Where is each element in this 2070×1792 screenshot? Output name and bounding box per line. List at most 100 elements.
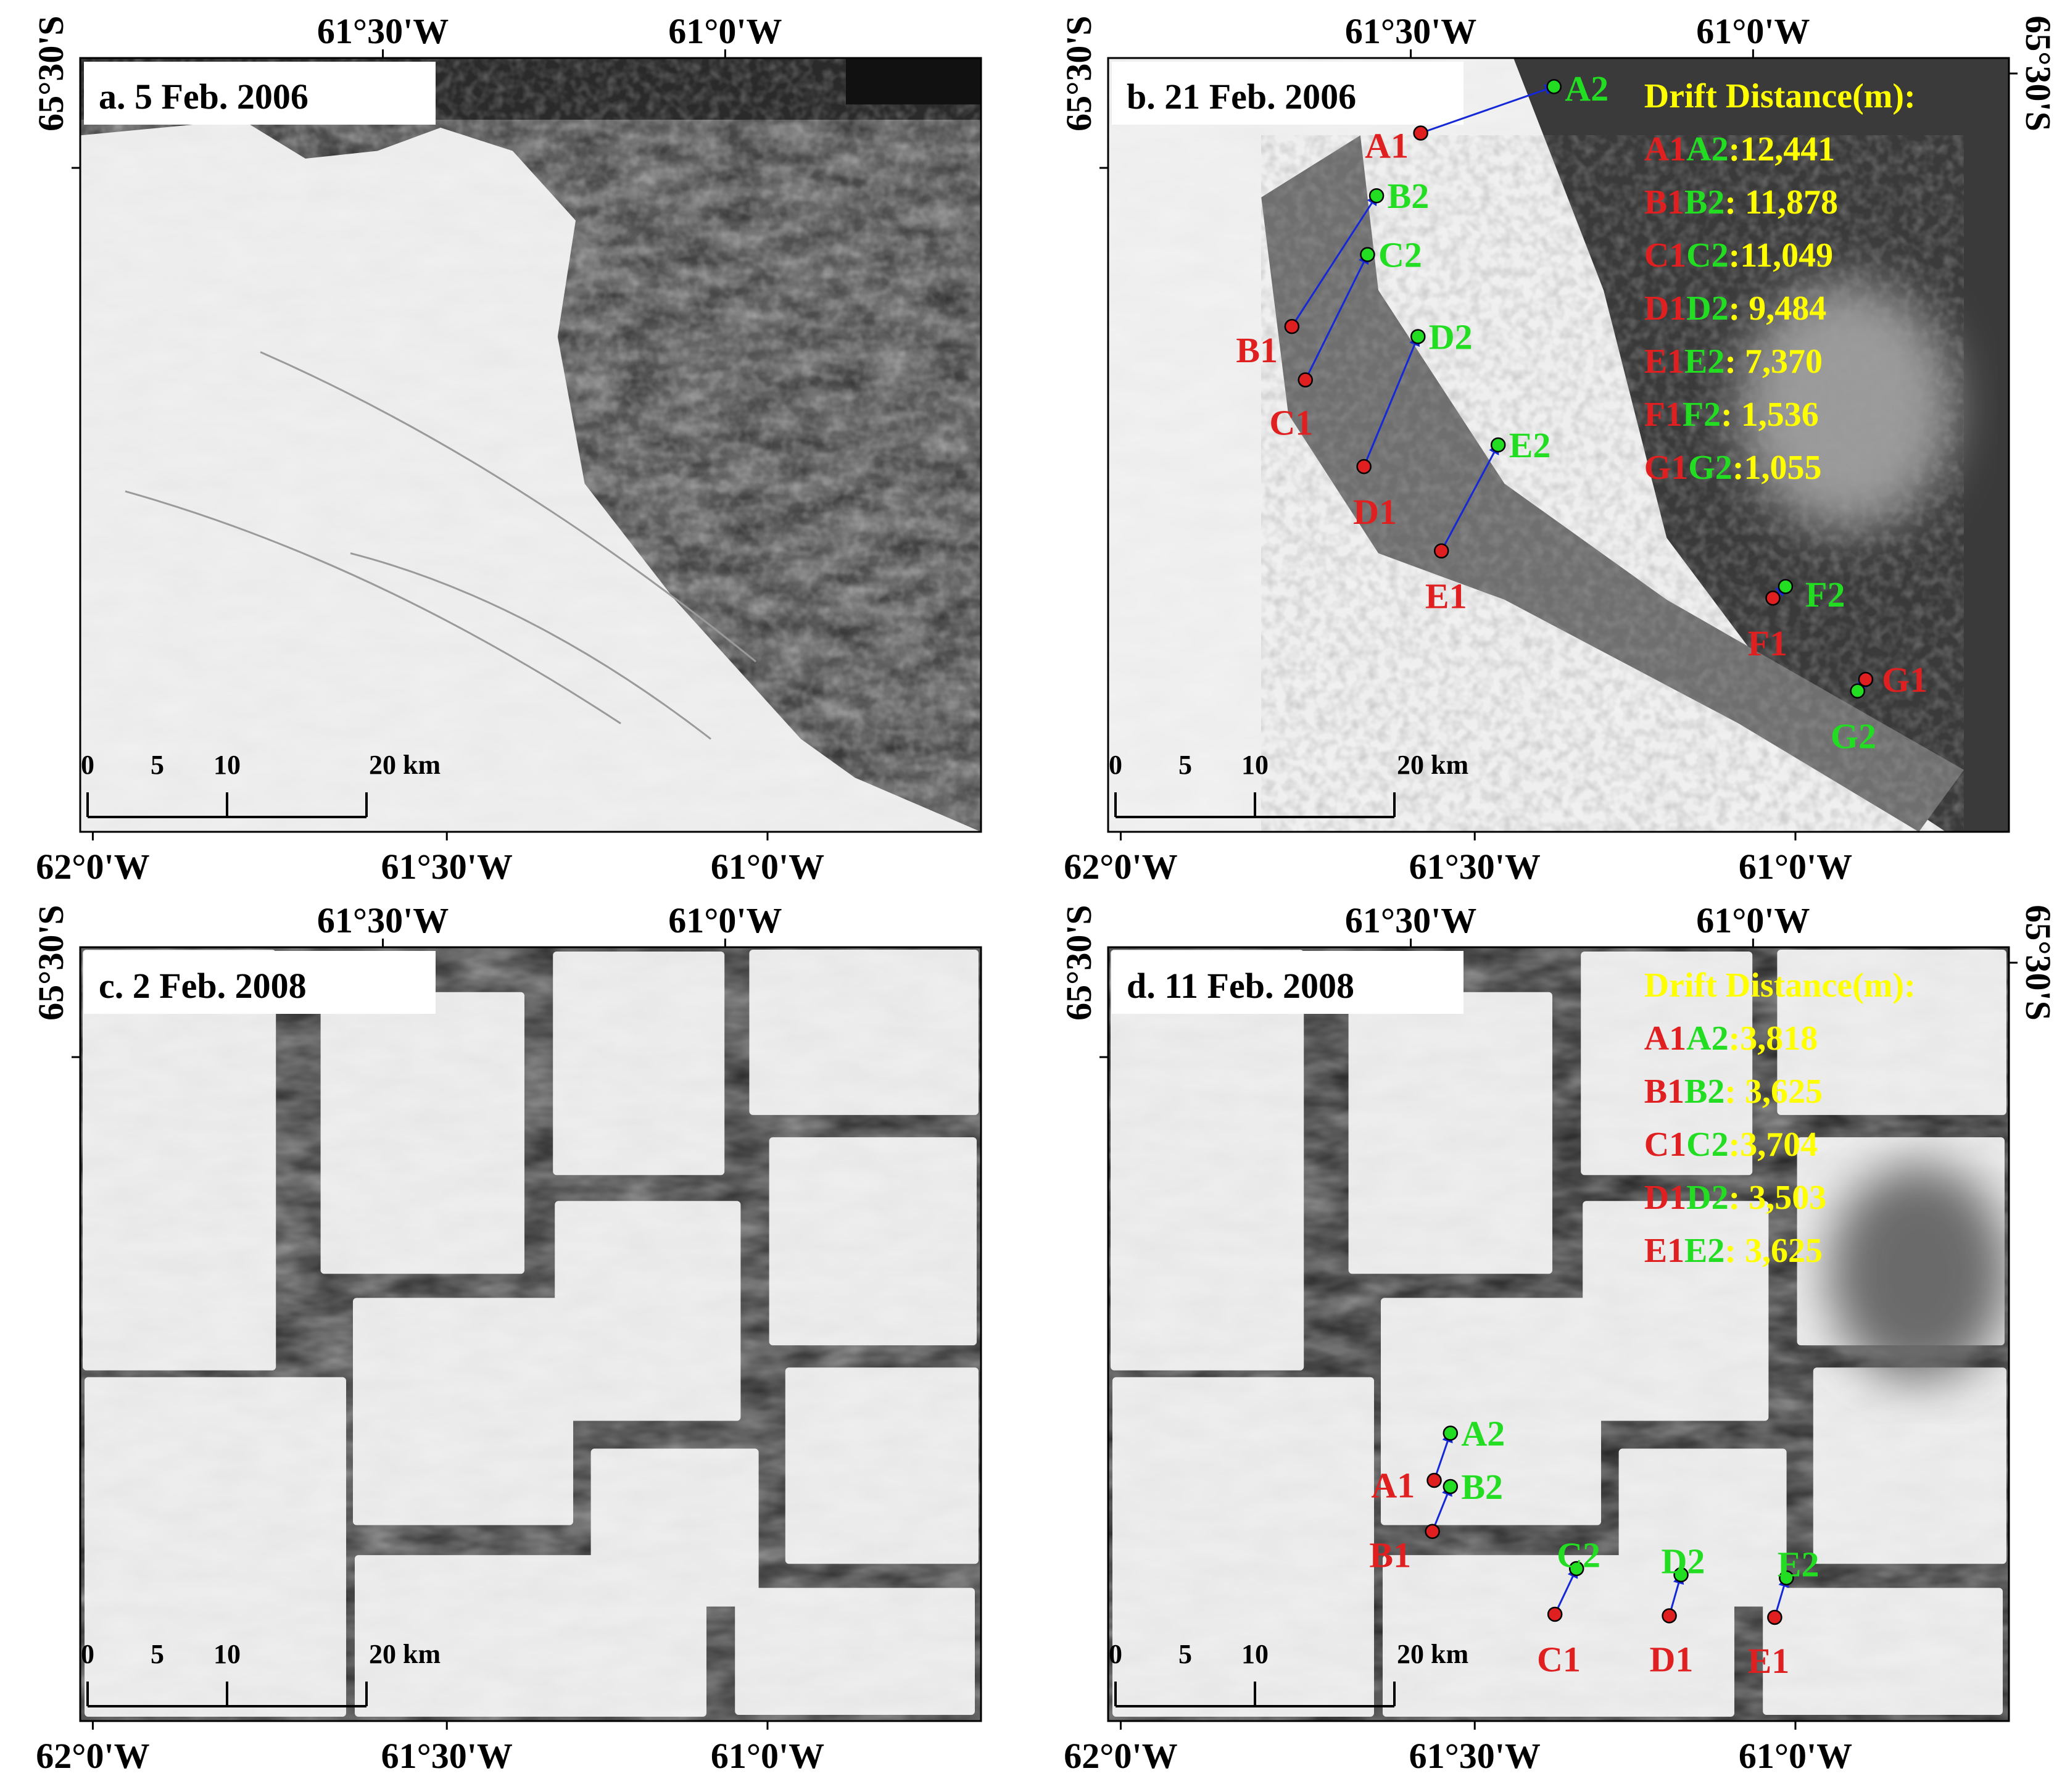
scale-label: 20 km [369,750,441,780]
end-point-label: D2 [1661,1541,1705,1581]
right-tick-label: 65°30'S [2018,905,2058,1021]
legend-start-label: B1 [1644,1072,1684,1111]
left-tick-label: 65°30'S [31,905,71,1021]
panel-b: b. 21 Feb. 2006 61°30'W 61°0'W 62°0'W 61°30'… [1059,11,2058,887]
panel-title-box [1112,951,1463,1014]
end-point-marker [1546,79,1562,94]
legend-row: A1A2:3,818 [1644,1019,1818,1058]
start-point-marker [1298,372,1313,388]
bottom-tick-label: 61°0'W [1739,847,1852,887]
start-point-marker [1662,1608,1677,1624]
legend-value: : 1,536 [1721,396,1819,434]
panel-title: a. 5 Feb. 2006 [99,77,308,117]
legend-row: F1F2: 1,536 [1644,396,1819,434]
legend-title: Drift Distance(m): [1644,77,1916,115]
legend-end-label: B2 [1684,1072,1724,1111]
legend-start-label: E1 [1644,1232,1684,1270]
legend-start-label: E1 [1644,342,1684,381]
legend-value: : 3,625 [1724,1232,1823,1270]
panel-title: d. 11 Feb. 2008 [1127,966,1354,1006]
legend-start-label: A1 [1644,1019,1686,1058]
bottom-tick-label: 62°0'W [36,1736,149,1776]
legend-row: B1B2: 11,878 [1644,183,1838,222]
legend-start-label: D1 [1644,1179,1686,1217]
end-point-label: B2 [1388,176,1430,216]
legend-value: :3,704 [1729,1126,1818,1164]
legend-end-label: A2 [1686,1019,1728,1058]
scale-label: 5 [151,750,164,780]
top-tick-label: 61°30'W [317,900,449,940]
start-point-marker [1858,671,1874,687]
start-point-marker [1284,318,1300,334]
panel-title: c. 2 Feb. 2008 [99,966,307,1006]
panel-title-box [1112,62,1463,125]
satellite-image [80,947,981,1721]
end-point-marker [1443,1425,1459,1441]
start-point-marker [1433,543,1449,559]
end-point-label: D2 [1429,317,1473,357]
scale-bar: 0 5 10 20 km [1109,750,1468,818]
scale-label: 20 km [369,1639,441,1669]
end-point-marker [1443,1479,1459,1495]
scale-label: 0 [1109,1639,1122,1669]
legend-start-label: C1 [1644,1126,1686,1164]
end-point-marker [1850,683,1865,699]
legend-row: D1D2: 9,484 [1644,289,1827,328]
top-tick-label: 61°0'W [668,900,782,940]
drift-arrow [1554,1566,1578,1615]
start-point-label: B1 [1369,1535,1411,1575]
legend-end-label: D2 [1686,289,1728,328]
start-point-label: E1 [1748,1641,1790,1681]
panel-d: d. 11 Feb. 2008 61°30'W 61°0'W 62°0'W 61°30'… [1059,900,2058,1776]
scale-label: 10 [213,750,241,780]
scale-label: 5 [1178,750,1192,780]
bottom-tick-label: 61°0'W [711,847,824,887]
legend-end-label: A2 [1686,130,1728,168]
legend-row: C1C2:11,049 [1644,236,1833,275]
start-point-label: D1 [1649,1640,1693,1680]
legend-end-label: E2 [1684,342,1724,381]
legend-value: :3,818 [1729,1019,1818,1058]
start-point-label: D1 [1353,492,1397,532]
bottom-tick-label: 61°0'W [1739,1736,1852,1776]
legend-row: C1C2:3,704 [1644,1126,1818,1164]
left-tick-label: 65°30'S [1059,15,1099,131]
scale-label: 10 [1241,1639,1269,1669]
legend-end-label: G2 [1688,449,1733,487]
legend-start-label: A1 [1644,130,1686,168]
end-point-marker [1673,1567,1689,1583]
start-point-label: C1 [1537,1640,1581,1680]
bottom-tick-label: 62°0'W [1064,847,1177,887]
legend-title: Drift Distance(m): [1644,966,1916,1005]
end-point-label: E2 [1509,425,1551,465]
legend-row: B1B2: 3,625 [1644,1072,1823,1111]
scale-label: 20 km [1397,1639,1468,1669]
bottom-tick-label: 61°30'W [1409,847,1541,887]
end-point-marker [1778,579,1794,594]
drift-arrow [1433,1431,1453,1481]
end-point-marker [1779,1570,1794,1586]
left-tick-label: 65°30'S [31,15,71,131]
scale-bar: 0 5 10 20 km [81,1639,441,1707]
bottom-tick-label: 61°30'W [1409,1736,1541,1776]
legend-start-label: F1 [1644,396,1683,434]
start-point-label: F1 [1748,623,1787,663]
satellite-image [1108,58,2009,832]
start-point-marker [1425,1524,1440,1540]
legend-row: G1G2:1,055 [1644,449,1822,487]
panel-frame [79,57,982,833]
end-point-marker [1368,188,1385,204]
legend-start-label: B1 [1644,183,1684,222]
right-tick-label: 65°30'S [2018,15,2058,131]
legend-value: : 3,625 [1724,1072,1823,1111]
top-tick-label: 61°0'W [668,11,782,51]
scale-label: 10 [213,1639,241,1669]
legend-value: : 7,370 [1724,342,1823,381]
end-point-label: A2 [1461,1414,1505,1454]
satellite-image [80,58,981,832]
panel-frame [79,946,982,1722]
top-tick-label: 61°30'W [1345,11,1476,51]
panels-root: a. 5 Feb. 2006 61°30'W 61°0'W 62°0'W 61°30'W… [31,11,2058,1776]
end-point-label: C2 [1378,235,1422,275]
